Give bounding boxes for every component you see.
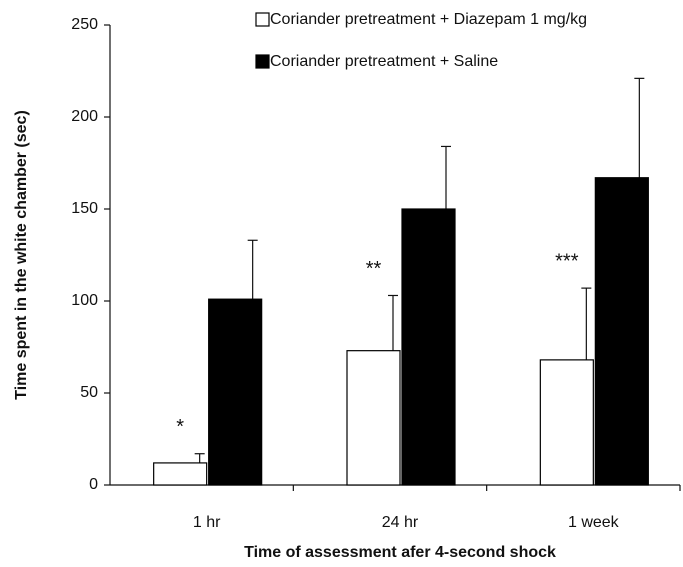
x-axis-label: Time of assessment afer 4-second shock (244, 544, 556, 561)
bar (539, 359, 594, 486)
y-tick-label: 50 (80, 384, 98, 401)
y-tick-label: 100 (71, 292, 98, 309)
significance: *** (555, 250, 579, 272)
y-tick-label: 200 (71, 108, 98, 125)
bar (401, 208, 456, 486)
significance: ** (366, 258, 382, 280)
y-tick-label: 0 (89, 476, 98, 493)
legend-label: Coriander pretreatment + Saline (270, 53, 498, 70)
y-tick-label: 250 (71, 16, 98, 33)
bar (153, 462, 208, 486)
legend-swatch (255, 54, 270, 69)
bar (346, 350, 401, 486)
y-axis-label: Time spent in the white chamber (sec) (13, 110, 30, 400)
x-tick-label: 1 week (568, 514, 620, 531)
x-tick-label: 1 hr (193, 514, 221, 531)
y-tick-label: 150 (71, 200, 98, 217)
bar (594, 177, 649, 486)
bar (208, 298, 263, 486)
legend-label: Coriander pretreatment + Diazepam 1 mg/k… (270, 11, 587, 28)
legend-swatch (255, 12, 270, 27)
x-tick-label: 24 hr (382, 514, 419, 531)
significance: * (176, 416, 184, 438)
